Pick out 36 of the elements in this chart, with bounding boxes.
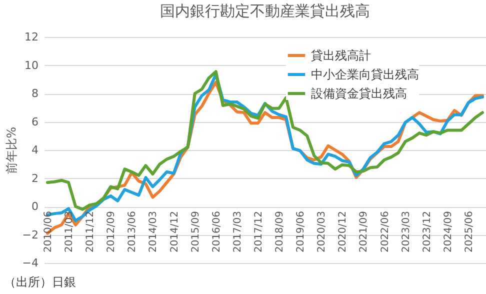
x-tick-label: 2014/12 [169, 211, 180, 253]
y-tick-label: 4 [32, 144, 38, 156]
y-tick-label: 0 [32, 200, 38, 213]
x-tick-label: 2016/06 [211, 211, 222, 253]
x-tick-label: 2018/09 [274, 211, 286, 253]
y-tick-label: 2 [32, 172, 38, 185]
x-tick-label: 2023/03 [400, 211, 412, 253]
x-tick-label: 2015/09 [190, 211, 202, 253]
y-tick-label: 12 [24, 30, 38, 44]
chart-title: 国内銀行勘定不動産業貸出残高 [160, 2, 370, 20]
y-tick-label: 6 [32, 115, 38, 128]
x-tick-label: 2023/12 [422, 211, 433, 253]
legend-label: 設備資金貸出残高 [311, 86, 407, 100]
text: （出所）日銀 [4, 274, 76, 291]
x-tick-label: 2024/09 [442, 211, 454, 253]
y-tick-label: −4 [22, 256, 38, 270]
y-tick-label: 10 [24, 58, 38, 72]
x-tick-label: 2014/03 [148, 211, 160, 253]
x-tick-label: 2025/06 [464, 211, 475, 253]
x-tick-label: 2019/06 [296, 211, 307, 253]
x-tick-label: 2017/03 [232, 211, 244, 253]
x-tick-label: 2013/06 [127, 211, 138, 253]
x-tick-label: 2012/09 [106, 211, 118, 253]
x-tick-label: 2022/06 [380, 211, 391, 253]
x-tick-label: 2020/03 [316, 211, 328, 253]
x-tick-label: 2017/12 [253, 211, 264, 253]
x-tick-label: 2021/09 [358, 211, 370, 253]
x-tick-label: 2011/03 [64, 211, 76, 253]
y-tick-label: 8 [32, 87, 38, 100]
x-tick-label: 2010/06 [43, 211, 54, 253]
legend-label: 貸出残高計 [311, 48, 371, 62]
x-tick-label: 2011/12 [85, 211, 96, 253]
y-axis-title: 前年比% [4, 126, 18, 174]
x-tick-label: 2020/12 [338, 211, 349, 253]
legend-label: 中小企業向貸出残高 [311, 68, 419, 82]
y-tick-label: −2 [22, 228, 38, 242]
